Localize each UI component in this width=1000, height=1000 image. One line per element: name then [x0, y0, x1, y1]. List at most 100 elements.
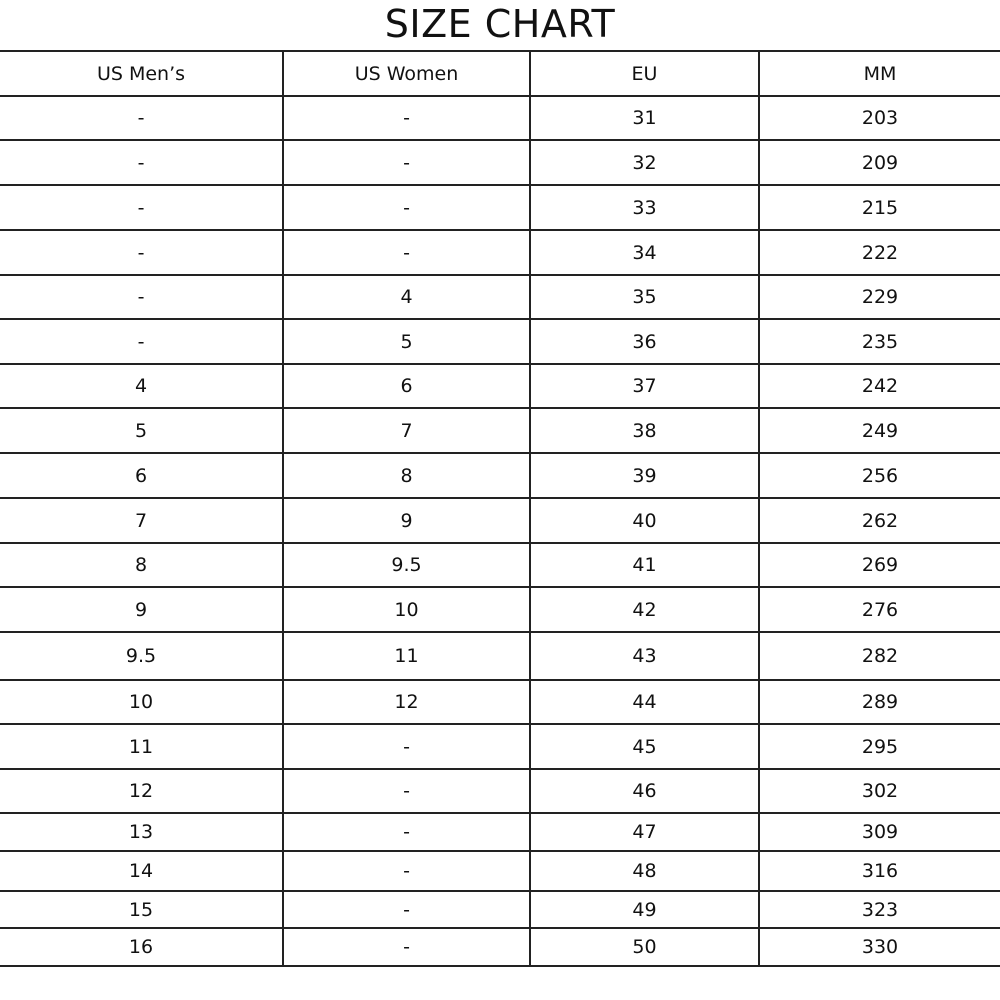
cell-us-mens: 4	[0, 363, 283, 409]
cell-eu: 50	[529, 927, 759, 967]
cell-eu: 45	[529, 723, 759, 770]
cell-us-women: -	[282, 768, 530, 814]
cell-us-mens: 7	[0, 497, 283, 544]
cell-us-mens: -	[0, 139, 283, 186]
table-row: - -32 209	[0, 139, 1000, 186]
cell-us-women: 8	[282, 452, 530, 499]
cell-us-women: -	[282, 850, 530, 892]
cell-mm: 309	[758, 812, 1000, 852]
header-eu: EU	[529, 50, 759, 97]
cell-us-women: -	[282, 890, 530, 929]
table-row: 13-47 309	[0, 812, 1000, 852]
cell-us-women: -	[282, 229, 530, 276]
table-row: 11-45 295	[0, 723, 1000, 770]
cell-mm: 316	[758, 850, 1000, 892]
cell-eu: 41	[529, 542, 759, 588]
cell-eu: 39	[529, 452, 759, 499]
size-chart-table: US Men’s US Women EU MM - -31 203- -32 209- -…	[0, 50, 1000, 967]
cell-us-mens: 6	[0, 452, 283, 499]
table-row: - -34 222	[0, 229, 1000, 276]
cell-us-women: 9.5	[282, 542, 530, 588]
cell-us-mens: -	[0, 184, 283, 231]
cell-us-mens: 9	[0, 586, 283, 633]
table-row: 5 7 38 249	[0, 407, 1000, 454]
cell-us-women: 5	[282, 318, 530, 365]
cell-us-mens: 16	[0, 927, 283, 967]
cell-mm: 229	[758, 274, 1000, 320]
cell-eu: 35	[529, 274, 759, 320]
cell-eu: 36	[529, 318, 759, 365]
cell-mm: 215	[758, 184, 1000, 231]
cell-us-women: 6	[282, 363, 530, 409]
cell-us-women: -	[282, 812, 530, 852]
header-mm: MM	[758, 50, 1000, 97]
table-row: - -31 203	[0, 95, 1000, 141]
table-row: -5 36 235	[0, 318, 1000, 365]
cell-us-mens: 5	[0, 407, 283, 454]
cell-eu: 46	[529, 768, 759, 814]
cell-us-women: -	[282, 139, 530, 186]
cell-mm: 262	[758, 497, 1000, 544]
table-row: 10 12 44 289	[0, 679, 1000, 725]
page-title: SIZE CHART	[384, 2, 616, 46]
table-row: 6 8 39 256	[0, 452, 1000, 499]
cell-us-mens: -	[0, 229, 283, 276]
cell-us-women: 12	[282, 679, 530, 725]
cell-us-mens: 14	[0, 850, 283, 892]
cell-us-mens: 10	[0, 679, 283, 725]
cell-mm: 235	[758, 318, 1000, 365]
cell-us-mens: 8	[0, 542, 283, 588]
table-row: 14-48 316	[0, 850, 1000, 892]
cell-us-mens: 15	[0, 890, 283, 929]
cell-mm: 209	[758, 139, 1000, 186]
cell-mm: 269	[758, 542, 1000, 588]
cell-us-mens: -	[0, 95, 283, 141]
cell-eu: 43	[529, 631, 759, 681]
cell-mm: 295	[758, 723, 1000, 770]
cell-us-women: 9	[282, 497, 530, 544]
cell-eu: 33	[529, 184, 759, 231]
cell-us-women: -	[282, 184, 530, 231]
table-row: 8 9.5 41 269	[0, 542, 1000, 588]
cell-us-mens: 12	[0, 768, 283, 814]
cell-mm: 276	[758, 586, 1000, 633]
cell-us-mens: -	[0, 318, 283, 365]
header-row: US Men’s US Women EU MM	[0, 50, 1000, 97]
cell-eu: 42	[529, 586, 759, 633]
cell-mm: 330	[758, 927, 1000, 967]
table-row: - -33 215	[0, 184, 1000, 231]
header-us-women: US Women	[282, 50, 530, 97]
table-row: 9.5 11 43 282	[0, 631, 1000, 681]
cell-eu: 40	[529, 497, 759, 544]
cell-us-women: -	[282, 95, 530, 141]
cell-eu: 48	[529, 850, 759, 892]
table-row: 16-50 330	[0, 927, 1000, 967]
cell-eu: 44	[529, 679, 759, 725]
cell-us-mens: 9.5	[0, 631, 283, 681]
table-row: 12-46 302	[0, 768, 1000, 814]
cell-eu: 37	[529, 363, 759, 409]
cell-eu: 49	[529, 890, 759, 929]
table-row: 7 9 40 262	[0, 497, 1000, 544]
cell-us-mens: -	[0, 274, 283, 320]
cell-mm: 249	[758, 407, 1000, 454]
cell-mm: 282	[758, 631, 1000, 681]
cell-mm: 203	[758, 95, 1000, 141]
table-row: 4 6 37 242	[0, 363, 1000, 409]
cell-eu: 31	[529, 95, 759, 141]
cell-us-mens: 13	[0, 812, 283, 852]
cell-mm: 222	[758, 229, 1000, 276]
cell-us-women: 10	[282, 586, 530, 633]
cell-us-women: 7	[282, 407, 530, 454]
header-us-mens: US Men’s	[0, 50, 283, 97]
cell-us-women: 4	[282, 274, 530, 320]
cell-us-mens: 11	[0, 723, 283, 770]
cell-mm: 242	[758, 363, 1000, 409]
table-row: -4 35 229	[0, 274, 1000, 320]
cell-mm: 289	[758, 679, 1000, 725]
cell-mm: 323	[758, 890, 1000, 929]
cell-us-women: 11	[282, 631, 530, 681]
cell-eu: 32	[529, 139, 759, 186]
cell-eu: 34	[529, 229, 759, 276]
cell-mm: 302	[758, 768, 1000, 814]
